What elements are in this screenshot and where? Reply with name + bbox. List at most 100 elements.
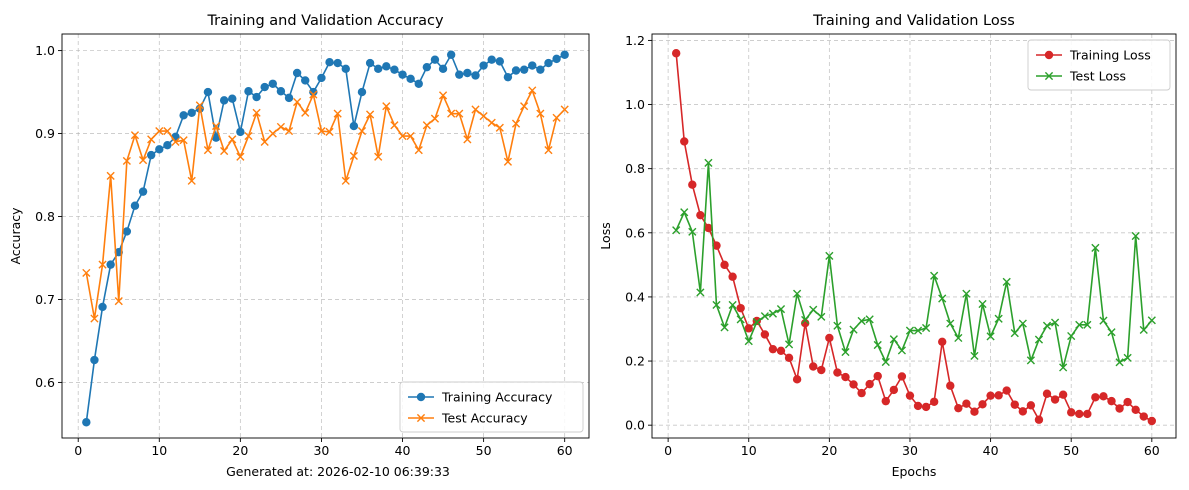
data-point (479, 112, 488, 121)
legend-marker-1 (1044, 71, 1054, 81)
data-point (244, 87, 253, 96)
data-point (228, 135, 237, 144)
data-point (1034, 335, 1044, 344)
data-point (455, 109, 464, 118)
data-point (994, 391, 1003, 400)
x-tick-label: 0 (74, 443, 82, 458)
data-point (511, 66, 521, 75)
data-point (865, 315, 874, 324)
data-point (382, 62, 391, 71)
data-point (1107, 396, 1116, 406)
data-point (414, 79, 423, 88)
data-point (552, 54, 561, 64)
x-tick-label: 50 (476, 443, 492, 458)
data-point (252, 108, 261, 117)
data-point (873, 371, 882, 381)
data-point (374, 64, 383, 74)
x-axis-label: Epochs (892, 464, 937, 479)
series-line-0 (85, 53, 566, 423)
data-point (1010, 329, 1019, 338)
data-point (1099, 392, 1108, 401)
data-point (268, 129, 277, 138)
data-point (317, 73, 326, 83)
data-point (1115, 358, 1124, 367)
data-point (179, 136, 188, 145)
data-point (881, 357, 890, 367)
legend-marker-0 (416, 392, 426, 402)
legend-label-0: Training Accuracy (441, 390, 553, 405)
data-point (333, 109, 342, 118)
data-point (1002, 277, 1011, 286)
data-point (1115, 404, 1124, 413)
loss-chart: 0 10 20 30 40 50 60 0.0 0.2 0.4 0.6 0.8 1.0 1.2 Traini… (598, 13, 1177, 479)
data-point (519, 65, 529, 74)
data-point (560, 50, 569, 59)
data-point (736, 303, 745, 313)
data-point (696, 210, 705, 220)
data-point (1147, 416, 1157, 426)
data-point (341, 64, 350, 74)
data-point (962, 399, 971, 408)
y-tick-label: 0.7 (35, 292, 55, 307)
data-point (82, 418, 91, 427)
data-point (284, 93, 294, 103)
data-point (365, 58, 375, 68)
data-point (292, 68, 302, 78)
y-tick-label: 1.2 (625, 33, 645, 48)
data-point (1123, 353, 1132, 362)
data-point (841, 347, 850, 357)
data-point (528, 86, 537, 95)
data-point (938, 337, 947, 347)
data-point (1050, 318, 1060, 327)
data-point (873, 340, 882, 350)
data-point (357, 126, 367, 136)
data-point (704, 158, 713, 167)
data-point (90, 314, 99, 323)
y-tick-label: 0.2 (625, 354, 645, 369)
data-point (268, 79, 277, 88)
y-tick-label: 0.4 (625, 289, 645, 304)
data-point (680, 137, 689, 146)
data-point (897, 372, 907, 381)
data-point (284, 126, 294, 136)
legend-label-0: Training Loss (1069, 48, 1151, 63)
data-point (889, 335, 898, 344)
data-point (913, 401, 923, 411)
data-point (260, 82, 269, 92)
chart-title: Training and Validation Loss (812, 13, 1015, 29)
data-point (349, 121, 359, 131)
data-point (1131, 405, 1140, 414)
data-point (390, 65, 399, 74)
data-point (994, 314, 1003, 323)
data-point (1058, 390, 1068, 399)
data-point (768, 309, 778, 318)
data-point (90, 355, 99, 365)
plot-frame (61, 33, 590, 439)
data-point (203, 87, 213, 97)
data-point (520, 102, 529, 111)
data-point (712, 241, 721, 250)
data-point (776, 305, 786, 314)
data-point (276, 122, 286, 132)
data-point (325, 127, 334, 136)
data-point (809, 362, 818, 371)
data-point (138, 187, 148, 196)
plot-frame (651, 33, 1177, 439)
data-point (187, 176, 196, 185)
x-tick-label: 40 (395, 443, 411, 458)
data-point (801, 315, 810, 325)
x-tick-label: 60 (557, 443, 573, 458)
data-point (768, 344, 778, 354)
generated-at-text: Generated at: 2026-02-10 06:39:33 (226, 464, 450, 479)
data-point (82, 268, 91, 278)
data-point (688, 180, 697, 189)
data-point (784, 353, 794, 363)
data-point (1139, 412, 1148, 421)
data-point (552, 113, 561, 122)
data-point (146, 150, 156, 160)
data-point (1026, 401, 1036, 410)
data-point (301, 108, 310, 117)
data-point (696, 288, 705, 297)
data-point (203, 146, 213, 155)
data-point (438, 91, 448, 100)
